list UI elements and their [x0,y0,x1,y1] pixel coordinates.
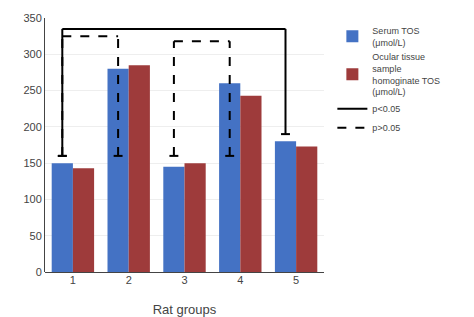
svg-text:Ocular tissuesamplehomoginate: Ocular tissuesamplehomoginate TOS(μmol/L… [372,52,440,97]
svg-text:350: 350 [23,12,41,24]
svg-text:1: 1 [70,274,76,286]
svg-text:150: 150 [23,157,41,169]
svg-text:4: 4 [237,274,243,286]
svg-text:5: 5 [293,274,299,286]
svg-text:p>0.05: p>0.05 [372,123,400,133]
svg-text:Serum TOS(μmol/L): Serum TOS(μmol/L) [372,26,419,48]
svg-text:250: 250 [23,84,41,96]
svg-text:Rat groups: Rat groups [153,302,217,317]
svg-text:300: 300 [23,48,41,60]
svg-text:50: 50 [30,230,42,242]
svg-text:3: 3 [181,274,187,286]
svg-text:0: 0 [36,266,42,278]
svg-text:2: 2 [126,274,132,286]
svg-text:100: 100 [23,193,41,205]
svg-text:200: 200 [23,121,41,133]
svg-text:p<0.05: p<0.05 [372,104,400,114]
